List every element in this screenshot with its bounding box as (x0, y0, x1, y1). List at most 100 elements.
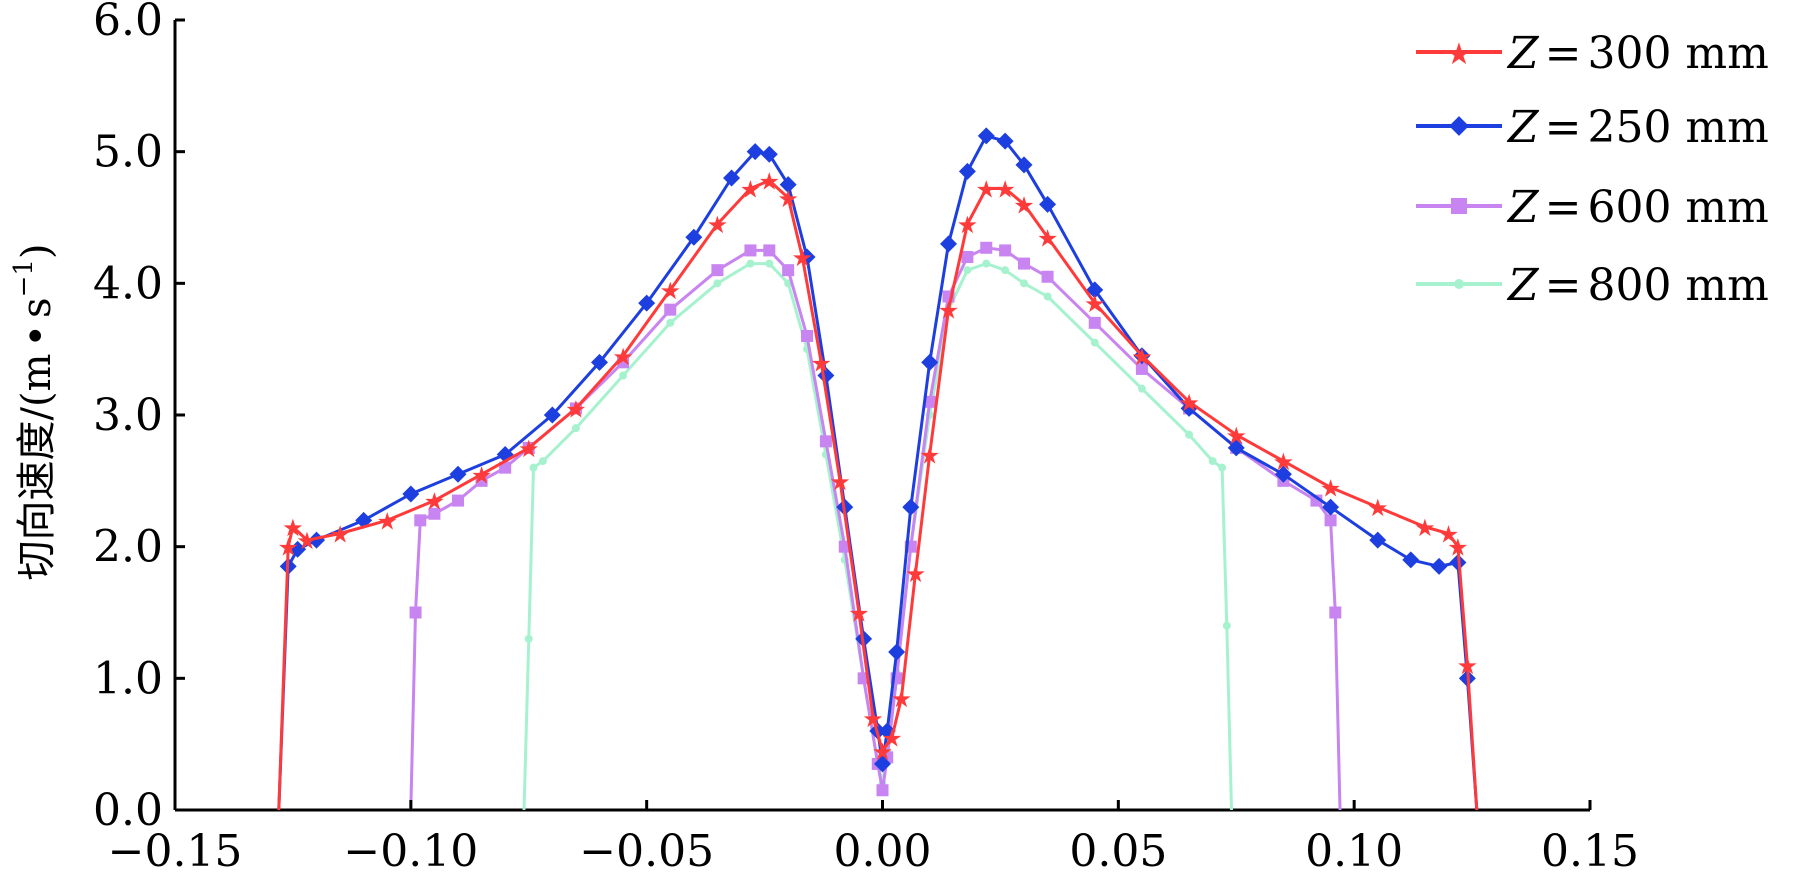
data-point: ★ (810, 349, 832, 377)
data-point: ★ (424, 488, 446, 516)
axes (173, 20, 1590, 812)
data-point: ★ (1447, 534, 1469, 562)
data-point (529, 463, 538, 472)
legend-label-z800: Z = 800 mm (1506, 260, 1769, 311)
data-point: ★ (862, 705, 884, 733)
data-point (819, 435, 832, 448)
data-point (744, 244, 757, 257)
x-tick-label: −0.15 (108, 826, 243, 872)
data-point: ★ (707, 211, 729, 239)
data-point (999, 244, 1012, 257)
data-point (1088, 316, 1101, 329)
data-point: ★ (976, 176, 998, 204)
data-point: ★ (792, 244, 814, 272)
data-point (289, 540, 307, 558)
y-axis-label-exponent: −1 (9, 259, 39, 297)
data-point (1018, 257, 1030, 270)
data-point: ★ (376, 507, 398, 535)
data-point: ★ (1414, 514, 1436, 542)
y-axis-label: 切向速度/(m • s−1) (9, 243, 60, 580)
x-tick-label: 0.05 (1069, 826, 1167, 872)
data-point: ★ (938, 297, 960, 325)
data-point (1430, 557, 1448, 575)
data-point (801, 330, 814, 342)
data-point (452, 494, 464, 507)
data-point: ★ (277, 534, 299, 562)
legend-marker-z600 (1451, 198, 1467, 214)
y-tick-label: 4.0 (93, 258, 163, 309)
data-point: ★ (777, 185, 799, 213)
data-point: ★ (471, 461, 493, 489)
data-point (980, 241, 993, 254)
data-point: ★ (919, 442, 941, 470)
data-point: ★ (957, 211, 979, 239)
legend-item: Z = 600 mm (1416, 182, 1769, 233)
data-point (1218, 463, 1227, 472)
data-point (664, 303, 677, 316)
data-point (760, 145, 778, 163)
data-point (499, 461, 512, 474)
data-point: ★ (1367, 494, 1389, 522)
y-axis-ticks: 0.0 1.0 2.0 3.0 4.0 5.0 6.0 (93, 0, 185, 836)
data-point (713, 279, 722, 288)
data-point (1185, 430, 1194, 439)
data-point: ★ (282, 514, 304, 542)
data-point (958, 162, 976, 180)
data-point (591, 353, 608, 371)
data-point (666, 318, 675, 327)
data-point (475, 474, 488, 487)
data-point (921, 353, 939, 371)
data-point (963, 266, 972, 275)
legend-marker-z300: ★ (1446, 37, 1473, 72)
legend-item: Z = 250 mm (1416, 102, 1769, 153)
data-point (638, 294, 656, 312)
data-point: ★ (905, 560, 927, 588)
data-point (902, 498, 920, 516)
legend: ★ Z = 300 mm Z = 250 mm Z = 600 mm Z = 800 mm (1416, 28, 1769, 311)
data-point (746, 259, 755, 268)
data-point: ★ (994, 176, 1016, 204)
x-tick-label: −0.05 (579, 826, 714, 872)
data-point: ★ (881, 725, 903, 753)
data-point (1043, 292, 1052, 301)
data-point (763, 244, 776, 257)
data-point (543, 406, 561, 424)
data-point (982, 259, 991, 268)
data-point: ★ (329, 521, 351, 549)
data-point (402, 485, 420, 503)
data-point (723, 169, 741, 187)
data-point: ★ (872, 738, 894, 766)
legend-label-z250: Z = 250 mm (1506, 102, 1769, 153)
data-point (409, 606, 422, 619)
data-point (1039, 195, 1057, 213)
data-point (1001, 266, 1010, 275)
data-point (1222, 621, 1231, 630)
legend-item: Z = 800 mm (1416, 260, 1769, 311)
data-point (1208, 457, 1217, 466)
x-tick-label: 0.15 (1541, 826, 1639, 872)
series-line (409, 246, 1342, 811)
x-tick-label: 0.00 (834, 826, 932, 872)
data-point (961, 251, 974, 263)
data-point (1020, 279, 1028, 288)
data-point (782, 264, 795, 277)
data-point (977, 127, 995, 145)
data-point: ★ (740, 176, 762, 204)
y-tick-label: 3.0 (93, 390, 163, 441)
data-point: ★ (1225, 422, 1247, 450)
data-point: ★ (1084, 290, 1106, 318)
data-point (996, 132, 1014, 150)
data-point (685, 228, 703, 246)
data-point: ★ (1438, 521, 1460, 549)
data-point (449, 465, 467, 483)
legend-item: ★ Z = 300 mm (1416, 28, 1769, 79)
data-point: ★ (1037, 224, 1059, 252)
data-point: ★ (565, 395, 587, 423)
data-point (619, 371, 628, 380)
data-point (308, 531, 325, 549)
data-point (779, 176, 797, 194)
data-point (428, 507, 441, 520)
series-z-300-mm: ★★★ ★ ★★★★★★★★★★★★★★★★★★★★★★★★★★★★★★★★★★★ ★… (277, 168, 1479, 811)
data-point (1041, 270, 1054, 283)
